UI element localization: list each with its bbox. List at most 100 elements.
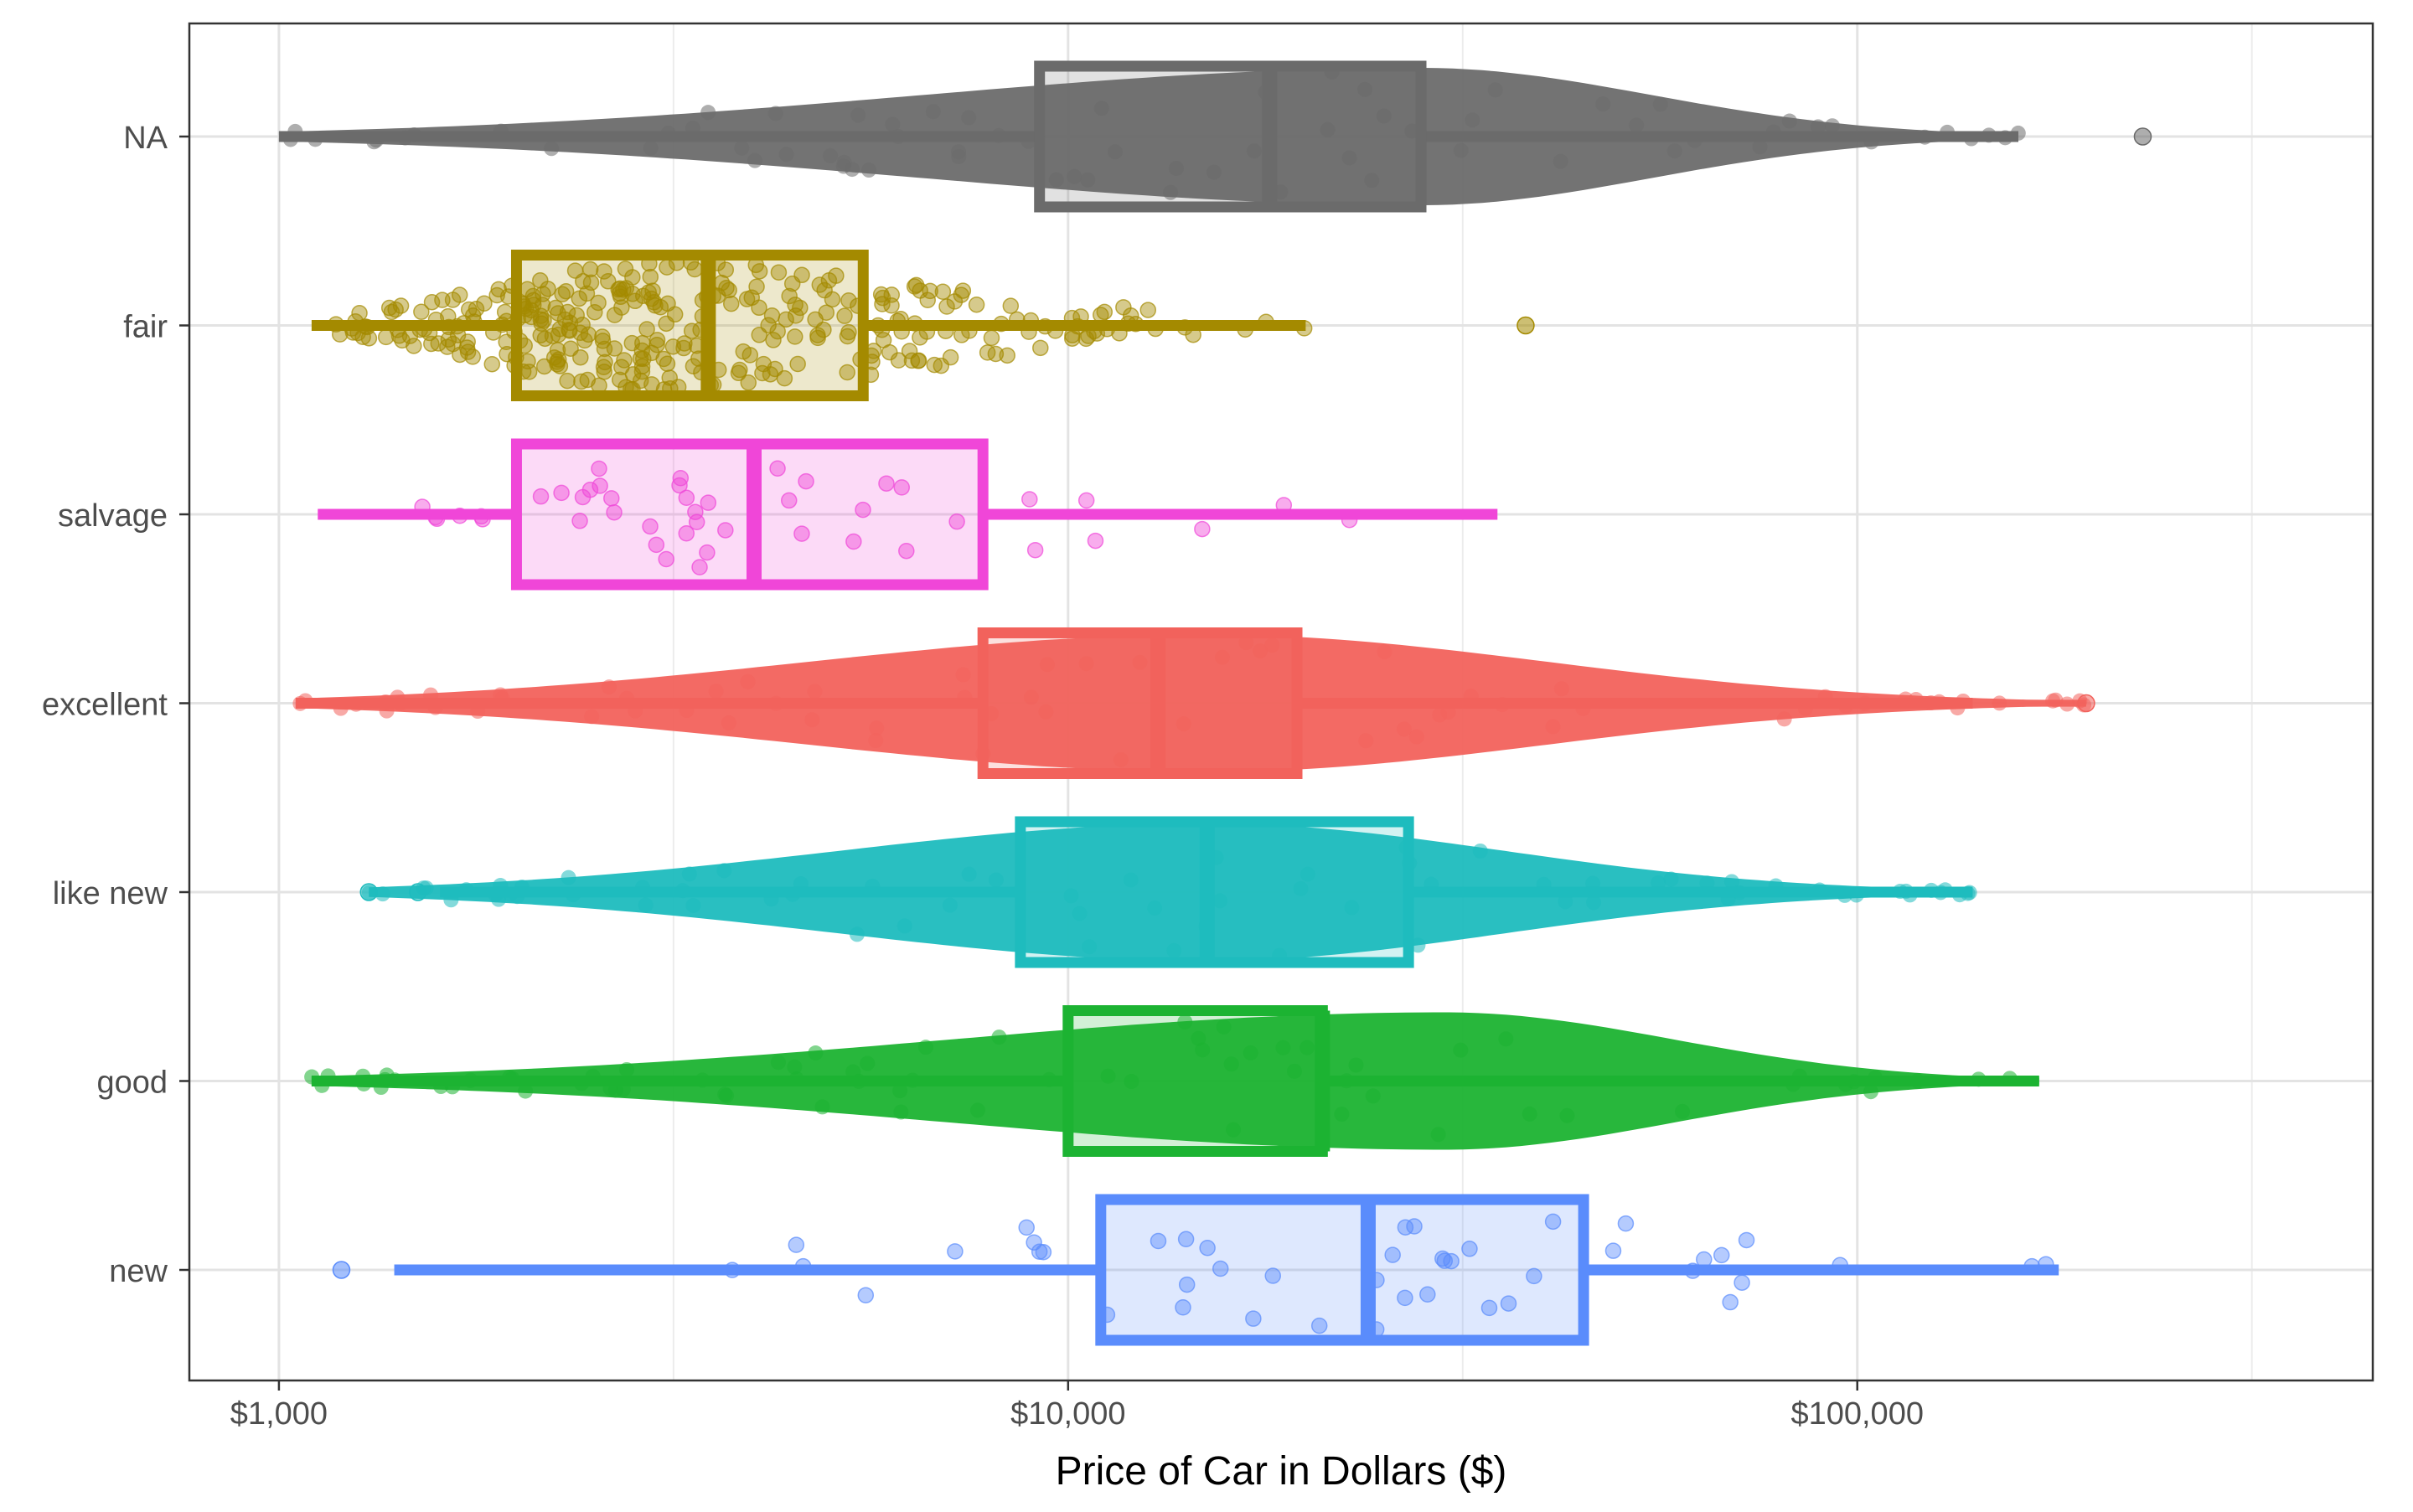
box-iqr (1095, 1194, 1589, 1346)
boxplot-excellent (295, 627, 1973, 779)
data-point (619, 1061, 635, 1077)
data-point (544, 141, 560, 157)
data-point (988, 872, 1004, 888)
data-point (1526, 1267, 1542, 1285)
data-point (596, 263, 612, 280)
data-point (1107, 144, 1123, 160)
data-point (488, 286, 505, 304)
data-point (1377, 644, 1393, 660)
data-point (1124, 1074, 1139, 1090)
data-point (1226, 1122, 1242, 1138)
data-point (760, 317, 777, 334)
data-point (683, 323, 700, 339)
data-point (1358, 733, 1374, 749)
data-point (423, 293, 441, 311)
data-point (1150, 1232, 1167, 1250)
data-point (1722, 1293, 1739, 1311)
data-point (571, 513, 588, 529)
data-point (792, 299, 809, 317)
data-point (351, 305, 368, 322)
data-point (778, 147, 794, 163)
data-point (518, 1083, 534, 1099)
data-point (1026, 541, 1044, 559)
data-point (2048, 692, 2064, 708)
data-point (1406, 1218, 1423, 1235)
data-point (584, 709, 600, 725)
data-point (789, 355, 806, 373)
point-swarm-body (369, 823, 1973, 961)
data-point (658, 315, 674, 333)
data-point (910, 353, 927, 369)
data-point (933, 357, 950, 374)
data-point (606, 503, 623, 521)
data-point (898, 542, 915, 560)
data-point (601, 679, 617, 695)
data-point (1617, 1215, 1635, 1232)
data-point (1472, 843, 1488, 859)
data-point (1082, 939, 1098, 955)
data-point (892, 1083, 908, 1099)
data-point (968, 296, 985, 313)
y-tick-label: fair (123, 310, 168, 345)
data-point (926, 356, 943, 374)
data-point (1168, 160, 1184, 176)
data-point (1465, 112, 1480, 128)
data-point (717, 522, 734, 539)
data-point (1384, 1246, 1401, 1263)
boxplot-good (311, 1005, 2039, 1157)
data-point (638, 897, 654, 913)
data-point (590, 294, 607, 312)
data-point (681, 866, 697, 882)
boxplot-new (394, 1194, 2059, 1346)
data-point (553, 484, 570, 502)
data-point (571, 290, 588, 307)
data-point (392, 297, 410, 314)
data-point (468, 301, 485, 317)
data-point (648, 332, 666, 348)
data-point (1300, 1040, 1315, 1055)
data-point (594, 333, 612, 349)
data-point (1364, 173, 1380, 188)
data-point (655, 350, 672, 368)
data-point (1002, 297, 1020, 314)
panel-border (188, 22, 2374, 1382)
data-point (999, 347, 1015, 364)
data-point (1586, 895, 1602, 911)
data-point (1253, 643, 1269, 659)
data-point (1175, 1299, 1191, 1316)
data-point (536, 330, 554, 348)
data-point (1545, 719, 1561, 735)
data-point (875, 332, 892, 348)
boxplot-fair (311, 250, 1306, 401)
data-point (1558, 894, 1573, 910)
data-point (1776, 711, 1792, 727)
boxplot-salvage (318, 438, 1498, 591)
data-point (883, 297, 900, 314)
data-point (476, 295, 493, 312)
data-point (1212, 893, 1228, 909)
boxplot-na (278, 60, 2018, 213)
data-point (946, 293, 964, 310)
x-tick-label: $10,000 (1010, 1396, 1125, 1432)
data-point (1480, 1299, 1498, 1317)
data-point (855, 501, 871, 519)
point-swarm-body (311, 1012, 2039, 1150)
data-point (845, 533, 862, 550)
data-point (547, 299, 564, 317)
data-point (413, 303, 430, 321)
data-point (1461, 1241, 1478, 1257)
data-point (524, 292, 542, 309)
data-point (612, 371, 628, 389)
data-point (576, 332, 593, 349)
box-iqr (1062, 1005, 1328, 1157)
data-point (896, 918, 912, 934)
data-point (979, 344, 996, 361)
data-point (716, 863, 732, 879)
data-point (934, 283, 952, 301)
data-point (1652, 96, 1668, 112)
data-point (551, 320, 569, 338)
axes: NA fair salvage excellent like new good new $1,… (42, 121, 1924, 1432)
data-point (1275, 1040, 1291, 1055)
data-point (823, 147, 839, 163)
data-point (483, 355, 501, 373)
